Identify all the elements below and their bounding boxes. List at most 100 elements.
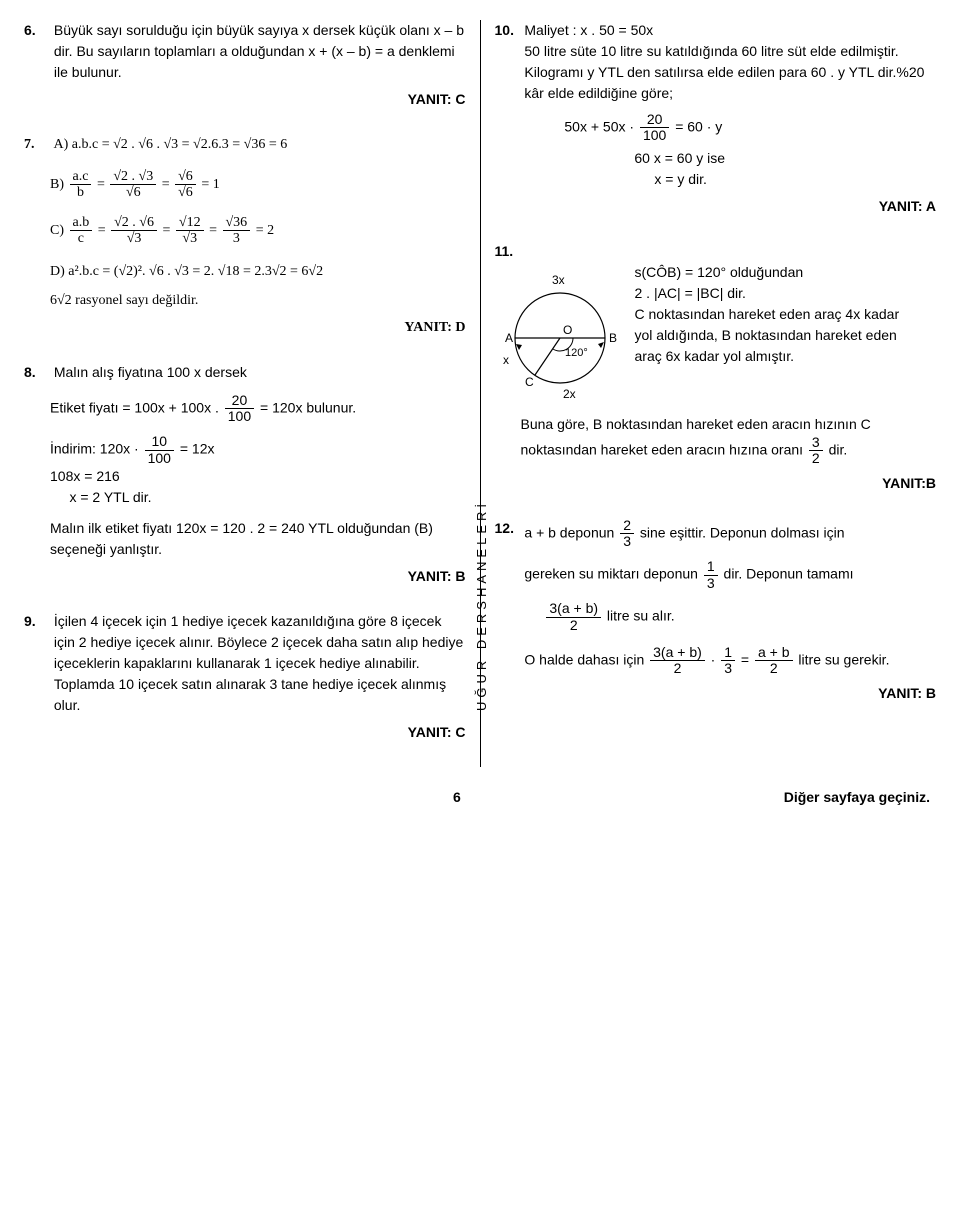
q8-line2: Etiket fiyatı = 100x + 100x . 20100 = 12… bbox=[50, 393, 466, 425]
q8-l3-pre: İndirim: 120x · bbox=[50, 441, 143, 457]
circle-svg: A B C O 120° 3x x 2x bbox=[495, 268, 625, 408]
q12-l2-post: dir. Deponun tamamı bbox=[724, 566, 854, 582]
q10-l1: Maliyet : x . 50 = 50x bbox=[524, 22, 653, 38]
q12-l4: O halde dahası için 3(a + b)2 · 13 = a +… bbox=[524, 645, 936, 677]
q10-eq-d: 100 bbox=[640, 128, 669, 143]
q7-answer: YANIT: D bbox=[24, 317, 466, 338]
q12-number: 12. bbox=[495, 518, 521, 539]
q12-l4c-d: 2 bbox=[755, 661, 793, 676]
q11-p-n: 3 bbox=[809, 435, 823, 451]
arc-3x: 3x bbox=[552, 273, 565, 287]
q8-l3-n: 10 bbox=[145, 434, 174, 450]
q12-l4a-d: 2 bbox=[650, 661, 705, 676]
arc-x: x bbox=[503, 353, 509, 367]
q7-b-r-den: √6 bbox=[175, 185, 196, 200]
q12-l3-post: litre su alır. bbox=[607, 608, 675, 624]
q12-l3-d: 2 bbox=[546, 618, 601, 633]
q7-optA-label: A) bbox=[54, 137, 69, 152]
q8-l3-d: 100 bbox=[145, 451, 174, 466]
q7-optD: a².b.c = (√2)². √6 . √3 = 2. √18 = 2.3√2… bbox=[68, 264, 323, 279]
question-11: 11. A B C O 120° 3x x 2x bbox=[495, 241, 937, 494]
q8-l2-pre: Etiket fiyatı = 100x + 100x . bbox=[50, 399, 219, 415]
q12-l4b-d: 3 bbox=[721, 661, 735, 676]
q12-answer: YANIT: B bbox=[495, 683, 937, 704]
q10-eq: 50x + 50x · 20100 = 60 · y bbox=[564, 112, 936, 144]
q8-l3-post: = 12x bbox=[180, 441, 215, 457]
question-9: 9. İçilen 4 içecek için 1 hediye içecek … bbox=[24, 611, 466, 743]
q7-c-eq: = 2 bbox=[256, 223, 274, 238]
q12-l2-n: 1 bbox=[704, 559, 718, 575]
page-footer: 6 Diğer sayfaya geçiniz. bbox=[24, 787, 936, 808]
q8-line6: Malın ilk etiket fiyatı 120x = 120 . 2 =… bbox=[50, 518, 466, 560]
q12-l3-n: 3(a + b) bbox=[546, 601, 601, 617]
q11-s3: C noktasından hareket eden araç 4x kadar… bbox=[635, 304, 907, 367]
q7-c-lhs-d: c bbox=[70, 231, 93, 246]
arrow-b bbox=[598, 342, 604, 348]
q9-answer: YANIT: C bbox=[24, 722, 466, 743]
q8-l2-d: 100 bbox=[225, 409, 254, 424]
q11-p-post: dir. bbox=[829, 441, 848, 457]
q8-answer: YANIT: B bbox=[24, 566, 466, 587]
question-7: 7. A) a.b.c = √2 . √6 . √3 = √2.6.3 = √3… bbox=[24, 134, 466, 338]
q12-l2-d: 3 bbox=[704, 576, 718, 591]
q10-eq-n: 20 bbox=[640, 112, 669, 128]
question-10: 10. Maliyet : x . 50 = 50x 50 litre süte… bbox=[495, 20, 937, 217]
q7-b-m-den: √6 bbox=[110, 185, 156, 200]
q7-number: 7. bbox=[24, 134, 50, 155]
q7-c-2d: √3 bbox=[176, 231, 204, 246]
q10-eq-post: = 60 · y bbox=[675, 119, 722, 135]
q11-number: 11. bbox=[495, 241, 521, 262]
q12-l1-d: 3 bbox=[620, 534, 634, 549]
q12-l1-post: sine eşittir. Deponun dolması için bbox=[640, 524, 845, 540]
radius-oc bbox=[535, 338, 560, 375]
q10-body: Maliyet : x . 50 = 50x 50 litre süte 10 … bbox=[524, 20, 936, 190]
q12-body: a + b deponun 23 sine eşittir. Deponun d… bbox=[524, 518, 936, 677]
q10-number: 10. bbox=[495, 20, 521, 41]
q11-s2: 2 . |AC| = |BC| dir. bbox=[635, 283, 907, 304]
q10-l3: 60 x = 60 y ise bbox=[634, 148, 936, 169]
q12-l2: gereken su miktarı deponun 13 dir. Depon… bbox=[524, 559, 936, 591]
q7-c-2n: √12 bbox=[176, 215, 204, 231]
arc-2x: 2x bbox=[563, 387, 576, 401]
label-A: A bbox=[505, 331, 513, 345]
q8-l2-n: 20 bbox=[225, 393, 254, 409]
q10-answer: YANIT: A bbox=[495, 196, 937, 217]
right-column: 10. Maliyet : x . 50 = 50x 50 litre süte… bbox=[495, 20, 937, 767]
q11-diagram: A B C O 120° 3x x 2x bbox=[495, 268, 625, 398]
q7-c-3n: √36 bbox=[223, 215, 251, 231]
q8-line3: İndirim: 120x · 10100 = 12x bbox=[50, 434, 466, 466]
q7-b-m-num: √2 . √3 bbox=[110, 169, 156, 185]
left-column: 6. Büyük sayı sorulduğu için büyük sayıy… bbox=[24, 20, 466, 767]
q8-l2-post: = 120x bulunur. bbox=[260, 399, 356, 415]
q10-l4: x = y dir. bbox=[654, 169, 936, 190]
q11-answer: YANIT:B bbox=[495, 473, 937, 494]
q7-b-r-num: √6 bbox=[175, 169, 196, 185]
q8-line4: 108x = 216 bbox=[50, 466, 466, 487]
q12-l4b-n: 1 bbox=[721, 645, 735, 661]
watermark-vertical: UĞUR DERSHANELERİ bbox=[472, 500, 492, 711]
q10-eq-pre: 50x + 50x · bbox=[564, 119, 638, 135]
q7-c-3d: 3 bbox=[223, 231, 251, 246]
question-12: 12. a + b deponun 23 sine eşittir. Depon… bbox=[495, 518, 937, 704]
q12-l1-n: 2 bbox=[620, 518, 634, 534]
page-number: 6 bbox=[130, 787, 784, 808]
label-O: O bbox=[563, 323, 572, 337]
q7-b-lhs-num: a.c bbox=[70, 169, 92, 185]
q8-line1: Malın alış fiyatına 100 x dersek bbox=[54, 362, 466, 383]
q6-answer: YANIT: C bbox=[24, 89, 466, 110]
footer-next: Diğer sayfaya geçiniz. bbox=[784, 787, 930, 808]
q8-number: 8. bbox=[24, 362, 50, 383]
q7-optC-label: C) bbox=[50, 223, 64, 238]
question-8: 8. Malın alış fiyatına 100 x dersek Etik… bbox=[24, 362, 466, 588]
q7-optD-row: D) a².b.c = (√2)². √6 . √3 = 2. √18 = 2.… bbox=[50, 261, 466, 282]
q7-b-eq: = 1 bbox=[201, 177, 219, 192]
q11-body: A B C O 120° 3x x 2x s(CÔB) = 120° olduğ… bbox=[495, 262, 907, 404]
label-angle: 120° bbox=[565, 347, 588, 359]
q12-l2-pre: gereken su miktarı deponun bbox=[524, 566, 701, 582]
q12-l3: 3(a + b)2 litre su alır. bbox=[544, 601, 936, 633]
q12-l4a-n: 3(a + b) bbox=[650, 645, 705, 661]
q7-optB-row: B) a.cb = √2 . √3√6 = √6√6 = 1 bbox=[50, 169, 466, 201]
q12-l1-pre: a + b deponun bbox=[524, 524, 618, 540]
q9-body: İçilen 4 içecek için 1 hediye içecek kaz… bbox=[54, 611, 466, 716]
label-B: B bbox=[609, 331, 617, 345]
